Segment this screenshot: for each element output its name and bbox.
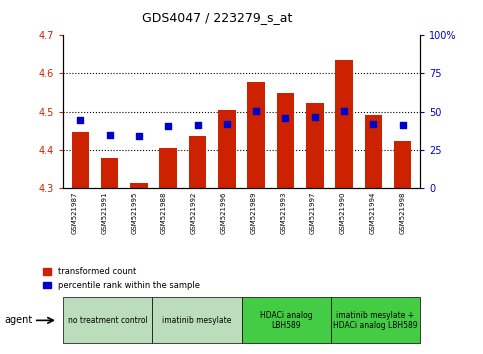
Text: GSM521989: GSM521989 <box>250 191 256 234</box>
Bar <box>306 103 324 188</box>
Bar <box>189 136 206 188</box>
Bar <box>71 132 89 188</box>
Text: GSM521988: GSM521988 <box>161 191 167 234</box>
Text: GSM521998: GSM521998 <box>399 191 405 234</box>
Point <box>399 122 407 128</box>
Text: no treatment control: no treatment control <box>68 316 147 325</box>
Point <box>106 132 114 138</box>
Point <box>282 115 289 121</box>
Legend: transformed count, percentile rank within the sample: transformed count, percentile rank withi… <box>43 268 200 290</box>
Text: GSM521987: GSM521987 <box>71 191 78 234</box>
Text: agent: agent <box>5 315 33 325</box>
Bar <box>130 183 148 188</box>
Text: GDS4047 / 223279_s_at: GDS4047 / 223279_s_at <box>142 11 293 24</box>
Text: HDACi analog
LBH589: HDACi analog LBH589 <box>260 311 313 330</box>
Bar <box>365 115 382 188</box>
Text: GSM521993: GSM521993 <box>280 191 286 234</box>
Bar <box>247 82 265 188</box>
Bar <box>394 141 412 188</box>
Point <box>311 114 319 120</box>
Point <box>164 123 172 129</box>
Text: GSM521991: GSM521991 <box>101 191 108 234</box>
Point <box>223 121 231 126</box>
Point <box>369 121 377 126</box>
Text: GSM521992: GSM521992 <box>191 191 197 234</box>
Text: GSM521997: GSM521997 <box>310 191 316 234</box>
Point <box>340 108 348 114</box>
Text: GSM521994: GSM521994 <box>369 191 376 234</box>
Bar <box>277 93 294 188</box>
Bar <box>101 158 118 188</box>
Point <box>76 117 84 123</box>
Bar <box>335 60 353 188</box>
Bar <box>159 148 177 188</box>
Point <box>194 122 201 128</box>
Point <box>252 108 260 114</box>
Point <box>135 133 143 139</box>
Bar <box>218 110 236 188</box>
Text: imatinib mesylate: imatinib mesylate <box>162 316 231 325</box>
Text: GSM521995: GSM521995 <box>131 191 137 234</box>
Text: imatinib mesylate +
HDACi analog LBH589: imatinib mesylate + HDACi analog LBH589 <box>333 311 418 330</box>
Text: GSM521990: GSM521990 <box>340 191 346 234</box>
Text: GSM521996: GSM521996 <box>221 191 227 234</box>
